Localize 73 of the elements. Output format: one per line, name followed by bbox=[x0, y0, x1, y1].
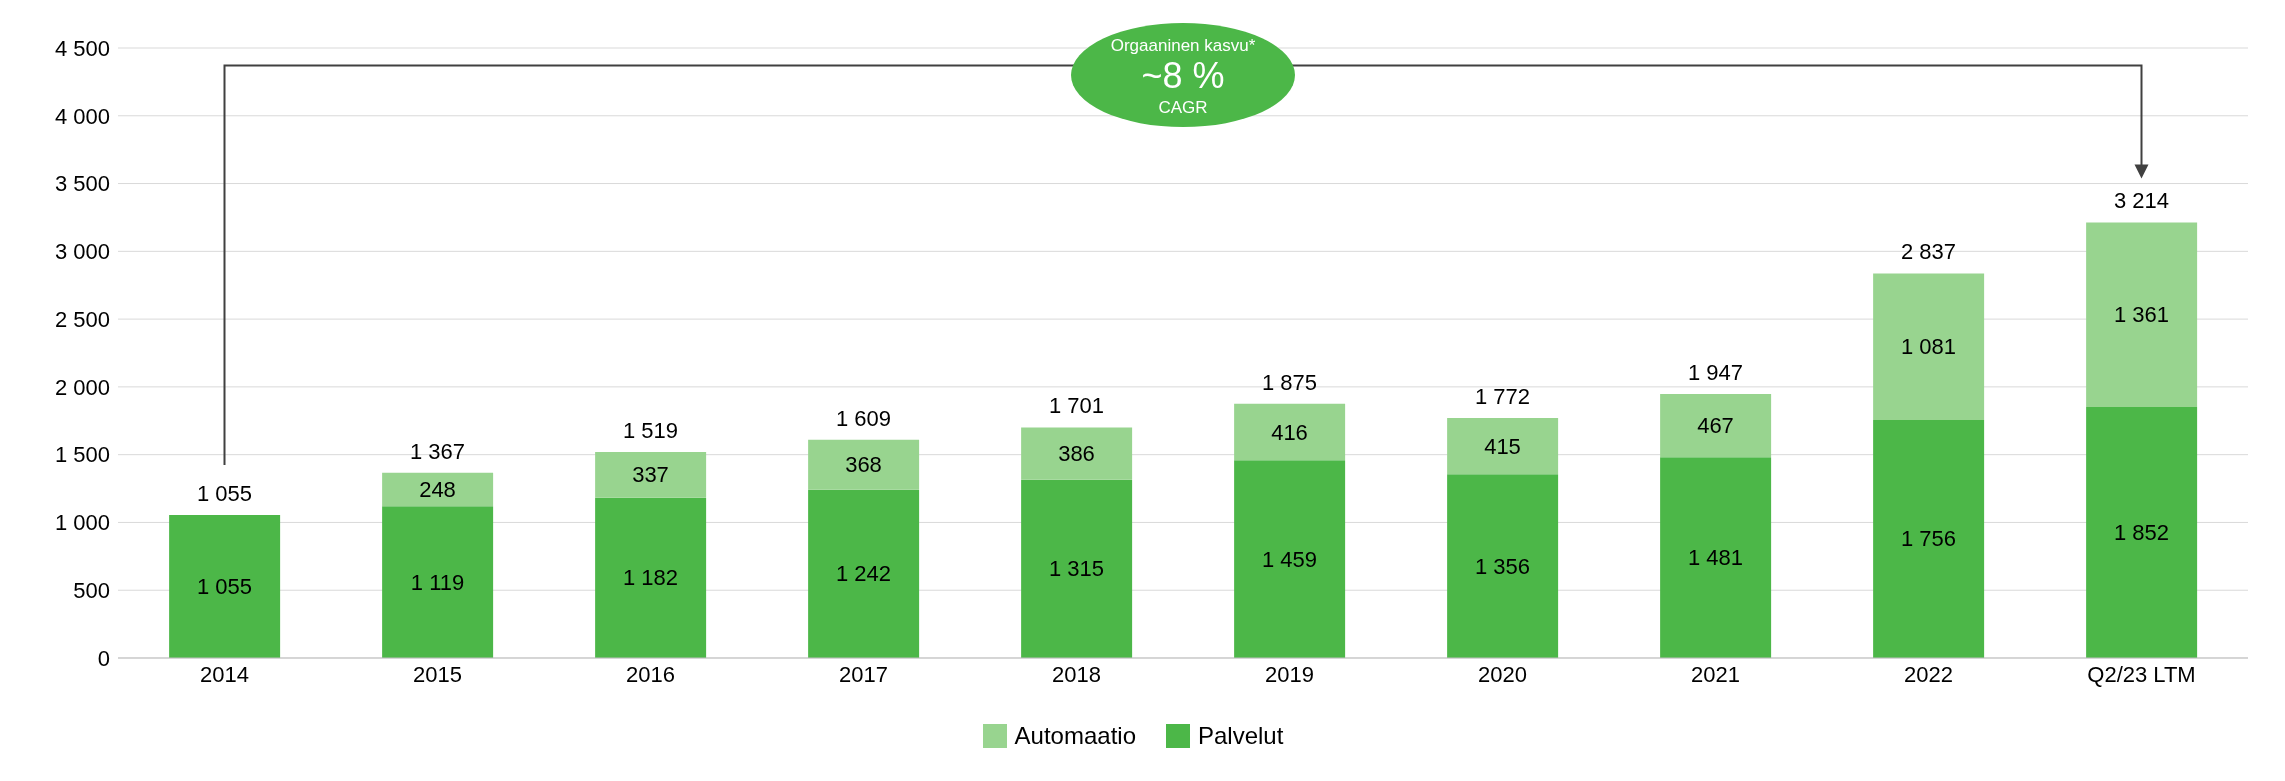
bar bbox=[808, 489, 920, 658]
y-tick-label: 1 500 bbox=[54, 442, 110, 468]
x-tick-label: 2020 bbox=[1478, 661, 1527, 687]
legend-label: Automaatio bbox=[1013, 722, 1136, 750]
bar bbox=[382, 472, 494, 507]
total-label: 3 214 bbox=[2113, 188, 2170, 214]
total-label: 1 772 bbox=[1474, 383, 1531, 409]
data-label: 386 bbox=[1058, 441, 1095, 467]
bar bbox=[1021, 427, 1133, 480]
data-label: 1 852 bbox=[2113, 519, 2170, 545]
y-tick-label: 4 000 bbox=[54, 103, 110, 129]
bar bbox=[808, 439, 920, 490]
x-tick-label: 2015 bbox=[413, 661, 462, 687]
data-label: 467 bbox=[1697, 413, 1734, 439]
bar bbox=[1660, 393, 1772, 458]
data-label: 1 055 bbox=[196, 573, 253, 599]
bar bbox=[1234, 460, 1346, 658]
x-tick-label: 2021 bbox=[1691, 661, 1740, 687]
annotation: ~8 % bbox=[1141, 55, 1225, 97]
x-tick-label: 2019 bbox=[1265, 661, 1314, 687]
y-tick-label: 2 000 bbox=[54, 374, 110, 400]
data-label: 368 bbox=[845, 452, 882, 478]
bar bbox=[1873, 273, 1985, 420]
y-tick-label: 1 000 bbox=[54, 510, 110, 536]
bar bbox=[1447, 417, 1559, 475]
bar bbox=[1021, 479, 1133, 658]
bar bbox=[1447, 474, 1559, 658]
bar bbox=[2086, 406, 2198, 658]
y-tick-label: 3 500 bbox=[54, 171, 110, 197]
annotation: CAGR bbox=[1158, 98, 1208, 118]
bar bbox=[169, 514, 281, 658]
total-label: 1 367 bbox=[409, 438, 466, 464]
y-tick-label: 4 500 bbox=[54, 35, 110, 61]
data-label: 415 bbox=[1484, 433, 1521, 459]
y-tick-label: 0 bbox=[97, 645, 110, 671]
data-label: 416 bbox=[1271, 419, 1308, 445]
bar bbox=[382, 506, 494, 658]
data-label: 1 459 bbox=[1261, 546, 1318, 572]
bar bbox=[595, 497, 707, 658]
x-tick-label: Q2/23 LTM bbox=[2087, 661, 2196, 687]
x-tick-label: 2018 bbox=[1052, 661, 1101, 687]
total-label: 1 875 bbox=[1261, 369, 1318, 395]
bar bbox=[595, 452, 707, 498]
legend-label: Palvelut bbox=[1197, 722, 1284, 750]
total-label: 1 609 bbox=[835, 405, 892, 431]
bar bbox=[1660, 457, 1772, 658]
data-label: 337 bbox=[632, 462, 669, 488]
data-label: 1 081 bbox=[1900, 334, 1957, 360]
data-label: 1 242 bbox=[835, 561, 892, 587]
y-tick-label: 2 500 bbox=[54, 306, 110, 332]
x-tick-label: 2014 bbox=[200, 661, 249, 687]
total-label: 1 055 bbox=[196, 480, 253, 506]
annotation: Orgaaninen kasvu* bbox=[1110, 36, 1256, 56]
x-tick-label: 2017 bbox=[839, 661, 888, 687]
bar bbox=[1234, 403, 1346, 461]
data-label: 1 119 bbox=[410, 569, 465, 595]
total-label: 1 701 bbox=[1048, 393, 1105, 419]
data-label: 248 bbox=[419, 477, 456, 502]
data-label: 1 182 bbox=[622, 565, 679, 591]
data-label: 1 481 bbox=[1687, 545, 1744, 571]
bar bbox=[2086, 222, 2198, 407]
data-label: 1 756 bbox=[1900, 526, 1957, 552]
total-label: 1 519 bbox=[622, 418, 679, 444]
bar bbox=[1873, 419, 1985, 658]
x-tick-label: 2022 bbox=[1904, 661, 1953, 687]
data-label: 1 356 bbox=[1474, 553, 1531, 579]
y-tick-label: 500 bbox=[73, 578, 110, 604]
y-tick-label: 3 000 bbox=[54, 239, 110, 265]
total-label: 2 837 bbox=[1900, 239, 1957, 265]
x-tick-label: 2016 bbox=[626, 661, 675, 687]
total-label: 1 947 bbox=[1687, 359, 1744, 385]
data-label: 1 361 bbox=[2113, 302, 2170, 328]
data-label: 1 315 bbox=[1048, 556, 1105, 582]
